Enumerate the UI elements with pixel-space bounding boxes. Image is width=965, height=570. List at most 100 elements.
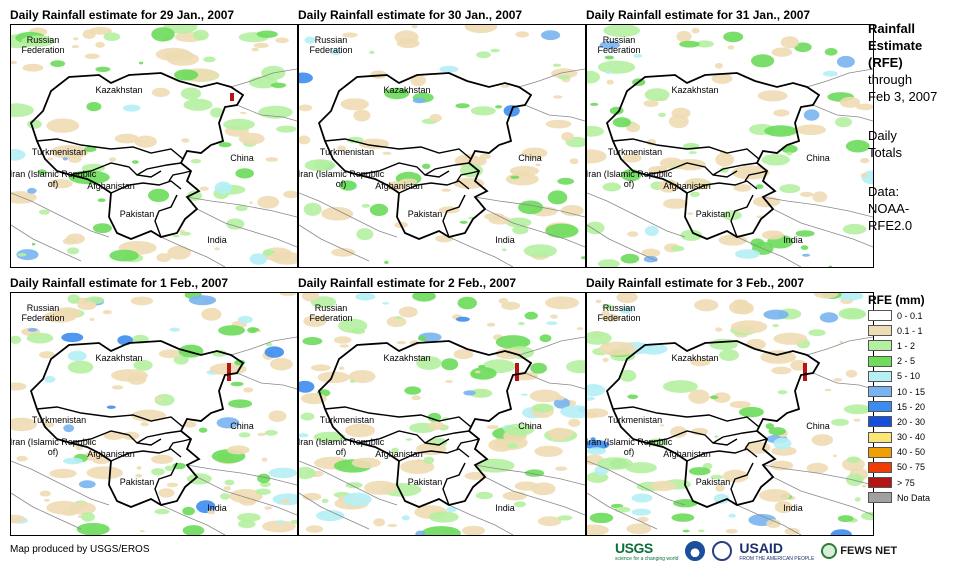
rainfall-patch — [710, 474, 723, 480]
country-border — [110, 180, 182, 194]
region-outline — [29, 340, 245, 508]
rainfall-patch — [230, 381, 244, 387]
region-outline — [605, 340, 821, 508]
legend-label: > 75 — [897, 477, 915, 488]
rainfall-patch — [587, 149, 607, 164]
country-label-afghanistan: Afghanistan — [375, 181, 423, 191]
rainfall-patch — [340, 98, 369, 111]
legend-label: 50 - 75 — [897, 462, 926, 473]
country-border — [324, 138, 472, 160]
rainfall-patch — [729, 401, 751, 409]
rainfall-patch — [131, 160, 139, 164]
rainfall-patch — [824, 48, 838, 56]
rainfall-patch — [539, 334, 552, 343]
rainfall-patch — [837, 515, 854, 523]
rainfall-patch — [730, 320, 768, 334]
rainfall-patch — [795, 230, 815, 237]
rainfall-patch — [772, 324, 779, 328]
rainfall-patch — [178, 229, 186, 233]
country-border — [686, 448, 758, 462]
rainfall-patch — [765, 423, 774, 430]
country-label-afghanistan: Afghanistan — [663, 181, 711, 191]
rainfall-patch — [300, 412, 315, 421]
legend-item: 0 - 0.1 — [868, 308, 963, 323]
rainfall-patch — [338, 318, 368, 333]
country-border — [612, 406, 760, 428]
rainfall-patch — [429, 113, 442, 123]
rainfall-patch — [537, 516, 562, 527]
rainfall-patch — [521, 147, 548, 159]
country-label-russia: Russian Federation — [21, 35, 65, 55]
legend-label: 0.1 - 1 — [897, 325, 923, 336]
country-label-kazakhstan: Kazakhstan — [671, 353, 719, 363]
rainfall-patch — [751, 54, 775, 68]
rainfall-patch — [836, 55, 855, 68]
rainfall-patch — [47, 157, 54, 161]
country-border — [110, 448, 182, 462]
rainfall-patch — [587, 524, 609, 535]
country-border — [612, 138, 760, 160]
rainfall-patch — [655, 166, 665, 172]
rainfall-patch — [84, 53, 100, 60]
rainfall-patch — [337, 145, 347, 152]
rainfall-patch — [847, 456, 861, 463]
neighbor-border — [524, 372, 585, 390]
rainfall-map: Russian Federation Kazakhstan Turkmenistan… — [10, 292, 298, 536]
country-border — [168, 170, 192, 182]
rainfall-patch — [626, 122, 641, 133]
rainfall-patch — [256, 30, 278, 38]
rainfall-patch — [802, 253, 811, 257]
rfe-legend: RFE (mm) 0 - 0.1 0.1 - 1 1 - 2 2 - 5 5 - 10 1… — [868, 292, 963, 505]
neighbor-border — [772, 476, 873, 516]
rainfall-patch — [715, 327, 723, 332]
rainfall-patch — [773, 109, 790, 117]
rainfall-patch — [545, 223, 579, 239]
rainfall-patch — [151, 87, 170, 97]
through-label: through — [868, 72, 913, 87]
rainfall-patch — [824, 388, 832, 392]
rainfall-patch — [313, 431, 346, 443]
country-label-iran: Iran (Islamic Republic of) — [10, 437, 97, 457]
country-label-pakistan: Pakistan — [695, 477, 731, 487]
rainfall-patch — [265, 157, 279, 162]
rainfall-patch — [464, 25, 498, 34]
rainfall-patch — [89, 317, 95, 321]
data-source: RFE2.0 — [868, 218, 913, 233]
country-label-iran: Iran (Islamic Republic of) — [586, 437, 673, 457]
rainfall-patch — [166, 52, 200, 66]
neighbor-border — [196, 476, 297, 516]
legend-label: 10 - 15 — [897, 386, 926, 397]
rainfall-patch — [486, 322, 496, 327]
rainfall-patch — [136, 466, 142, 470]
rainfall-patch — [587, 396, 595, 401]
region-outline — [317, 340, 533, 508]
country-label-turkmenistan: Turkmenistan — [31, 147, 87, 157]
rainfall-patch — [555, 395, 565, 401]
rainfall-patch — [27, 328, 38, 332]
rainfall-patch — [694, 299, 719, 312]
rainfall-patch — [243, 387, 254, 393]
rainfall-patch — [643, 100, 659, 107]
rainfall-patch — [103, 32, 121, 41]
country-label-kazakhstan: Kazakhstan — [671, 85, 719, 95]
panel-title: Daily Rainfall estimate for 1 Feb., 2007 — [10, 276, 229, 290]
legend-label: 0 - 0.1 — [897, 310, 923, 321]
rainfall-patch — [561, 132, 574, 142]
totals-label: Daily — [868, 128, 897, 143]
globe-icon — [821, 543, 838, 559]
rainfall-patch — [353, 109, 371, 122]
neighbor-border — [518, 336, 585, 356]
country-border — [744, 170, 768, 182]
neighbor-border — [11, 192, 110, 238]
rainfall-patch — [356, 228, 374, 241]
rainfall-patch — [580, 256, 585, 260]
rainfall-patch — [321, 498, 329, 503]
rainfall-patch — [541, 30, 561, 41]
rainfall-patch — [317, 371, 350, 384]
rainfall-patch — [831, 418, 849, 426]
rainfall-patch — [587, 125, 604, 137]
rainfall-patch — [682, 529, 690, 533]
rainfall-patch — [44, 375, 56, 383]
neighbor-border — [236, 104, 297, 122]
neighbor-border — [474, 196, 585, 218]
